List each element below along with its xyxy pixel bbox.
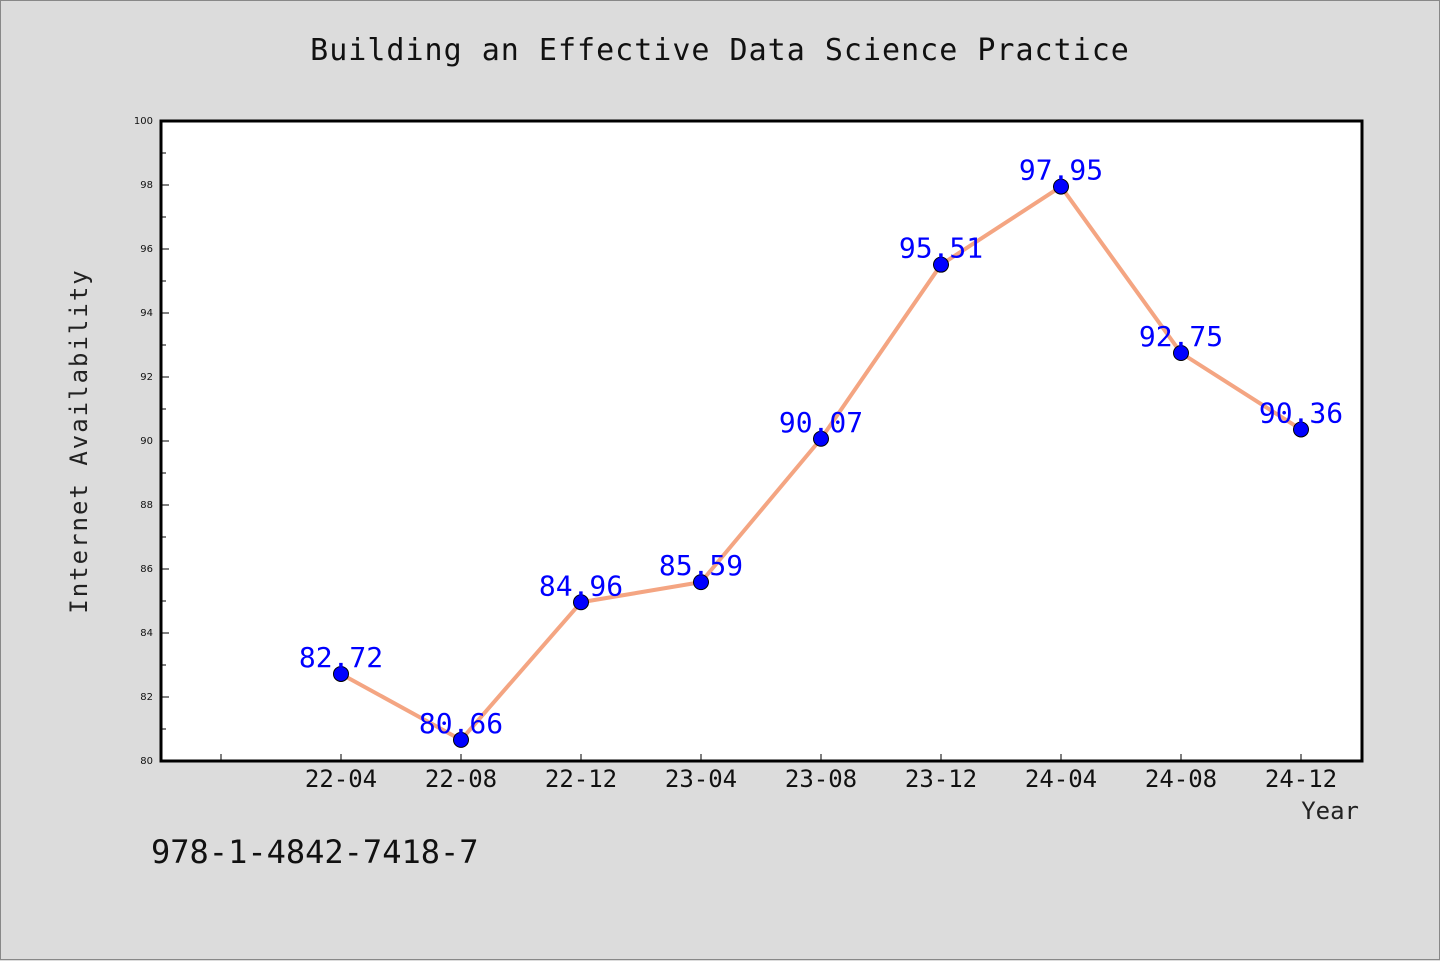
y-tick-label: 82	[140, 692, 153, 703]
x-tick-label: 22-12	[545, 765, 617, 793]
y-tick-label: 86	[140, 564, 153, 575]
isbn-text: 978-1-4842-7418-7	[151, 833, 479, 871]
data-label: 90.07	[779, 406, 863, 439]
y-tick-label: 80	[140, 756, 153, 767]
x-tick-label: 24-08	[1145, 765, 1217, 793]
data-point-marker	[573, 594, 589, 611]
data-label: 92.75	[1139, 320, 1223, 353]
x-tick-label: 24-12	[1265, 765, 1337, 793]
data-label: 80.66	[419, 707, 503, 740]
chart-title: Building an Effective Data Science Pract…	[310, 33, 1130, 68]
data-label: 82.72	[299, 641, 383, 674]
data-point-marker	[933, 256, 949, 273]
x-tick-label: 22-04	[305, 765, 377, 793]
data-label: 95.51	[899, 232, 983, 265]
data-point-marker	[453, 731, 469, 748]
x-tick-label: 23-04	[665, 765, 737, 793]
y-tick-label: 88	[140, 500, 153, 511]
data-label: 90.36	[1259, 396, 1343, 429]
x-tick-label: 23-08	[785, 765, 857, 793]
data-label: 84.96	[539, 569, 623, 602]
y-tick-label: 92	[140, 372, 153, 383]
plot-background	[161, 121, 1362, 761]
x-axis-label: Year	[1301, 797, 1359, 825]
y-tick-label: 98	[140, 180, 153, 191]
y-tick-label: 100	[134, 116, 153, 127]
data-point-marker	[1293, 421, 1309, 438]
data-label: 97.95	[1019, 154, 1103, 187]
y-tick-label: 96	[140, 244, 153, 255]
data-point-marker	[1053, 178, 1069, 195]
x-tick-label: 23-12	[905, 765, 977, 793]
data-label: 85.59	[659, 549, 743, 582]
plot-frame	[159, 119, 1364, 763]
y-tick-label: 84	[140, 628, 153, 639]
x-tick-label: 22-08	[425, 765, 497, 793]
x-tick-label: 24-04	[1025, 765, 1097, 793]
y-tick-label: 90	[140, 436, 153, 447]
y-tick-label: 94	[140, 308, 153, 319]
data-point-marker	[333, 665, 349, 682]
data-point-marker	[693, 574, 709, 591]
data-point-marker	[1173, 345, 1189, 361]
data-point-marker	[813, 430, 829, 447]
